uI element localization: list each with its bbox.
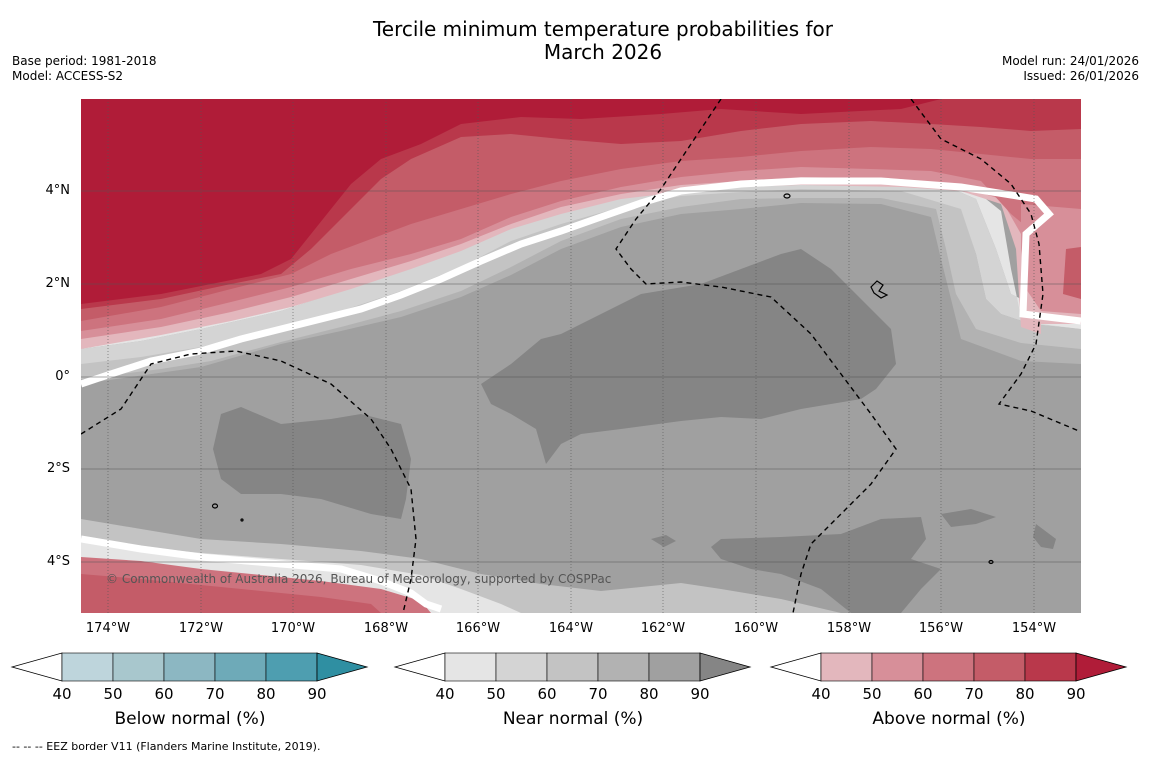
model-run: Model run: 24/01/2026 <box>1001 54 1139 68</box>
near-normal-90-west <box>213 407 411 519</box>
colorbar-near-segment <box>495 652 548 682</box>
colorbar-title-near: Near normal (%) <box>502 709 644 729</box>
title-line-2: March 2026 <box>543 40 663 64</box>
colorbars <box>10 652 1128 682</box>
colorbar-above-tick: 90 <box>1066 685 1086 703</box>
colorbar-above-tick: 40 <box>811 685 831 703</box>
title-line-1: Tercile minimum temperature probabilitie… <box>372 17 834 41</box>
above-normal-90 <box>81 99 941 304</box>
lon-label-172w: 172°W <box>178 621 224 636</box>
above-normal-sw-core <box>81 574 381 613</box>
colorbar-title-below: Below normal (%) <box>114 709 266 729</box>
colorbar-near-tick: 40 <box>435 685 455 703</box>
colorbar-near-tick: 80 <box>639 685 659 703</box>
near-normal-40-north <box>81 176 1081 349</box>
colorbar-above-tick: 50 <box>862 685 882 703</box>
colorbar-below-segment <box>163 652 216 682</box>
lon-label-168w: 168°W <box>363 621 409 636</box>
colorbar-near-tick: 90 <box>690 685 710 703</box>
colorbar-above-normal <box>769 652 1128 682</box>
colorbar-below-normal <box>10 652 369 682</box>
graticule <box>81 190 1081 563</box>
lon-label-162w: 162°W <box>640 621 686 636</box>
lon-label-156w: 156°W <box>918 621 964 636</box>
colorbar-near-segment <box>546 652 599 682</box>
model-name: Model: ACCESS-S2 <box>12 69 124 83</box>
colorbar-below-tick: 80 <box>256 685 276 703</box>
colorbar-above-high-extend <box>1075 652 1128 682</box>
colorbar-above-low-extend <box>769 652 822 682</box>
lon-label-164w: 164°W <box>548 621 594 636</box>
colorbar-above-tick: 70 <box>964 685 984 703</box>
colorbar-below-segment <box>214 652 267 682</box>
lon-label-166w: 166°W <box>455 621 501 636</box>
colorbar-above-segment <box>973 652 1026 682</box>
base-period: Base period: 1981-2018 <box>12 54 157 68</box>
colorbar-below-segment <box>265 652 318 682</box>
lat-label-0: 0° <box>55 369 70 384</box>
colorbar-near-tick: 60 <box>537 685 557 703</box>
tercile-boundary-north <box>81 177 1081 388</box>
colorbar-below-segment <box>61 652 114 682</box>
near-normal-50-north <box>81 179 1081 364</box>
colorbar-near-tick: 50 <box>486 685 506 703</box>
colorbar-below-high-extend <box>316 652 369 682</box>
chart-title: Tercile minimum temperature probabilitie… <box>0 18 1150 64</box>
above-normal-east-50 <box>1063 247 1081 299</box>
colorbar-near-normal <box>393 652 752 682</box>
lon-label-174w: 174°W <box>85 621 131 636</box>
colorbar-above-tick: 60 <box>913 685 933 703</box>
tercile-boundary-south <box>81 535 443 613</box>
colorbar-near-segment <box>597 652 650 682</box>
issued-date: Issued: 26/01/2026 <box>1023 69 1139 83</box>
copyright-notice: © Commonwealth of Australia 2026, Bureau… <box>106 572 612 586</box>
near-normal-90-east <box>1033 524 1056 549</box>
eez-borders <box>81 99 1080 613</box>
colorbar-near-segment <box>444 652 497 682</box>
eez-legend: -- -- -- EEZ border V11 (Flanders Marine… <box>12 740 321 753</box>
colorbar-below-segment <box>112 652 165 682</box>
lon-label-160w: 160°W <box>733 621 779 636</box>
colorbar-below-tick: 40 <box>52 685 72 703</box>
colorbar-below-low-extend <box>10 652 63 682</box>
lat-label-2s: 2°S <box>46 461 70 476</box>
lon-label-158w: 158°W <box>826 621 872 636</box>
colorbar-near-segment <box>648 652 701 682</box>
colorbar-below-tick: 50 <box>103 685 123 703</box>
islands <box>211 193 994 565</box>
probability-map <box>81 99 1081 613</box>
lat-label-4s: 4°S <box>46 554 70 569</box>
near-normal-90-south <box>711 517 941 613</box>
colorbar-above-segment <box>1024 652 1077 682</box>
meta-left: Base period: 1981-2018 Model: ACCESS-S2 <box>12 54 157 84</box>
meta-right: Model run: 24/01/2026 Issued: 26/01/2026 <box>1002 54 1139 84</box>
lat-label-4n: 4°N <box>45 183 71 198</box>
colorbar-title-above: Above normal (%) <box>872 709 1026 729</box>
lon-label-170w: 170°W <box>270 621 316 636</box>
colorbar-above-segment <box>820 652 873 682</box>
near-normal-90-speck <box>651 535 676 547</box>
colorbar-above-tick: 80 <box>1015 685 1035 703</box>
colorbar-near-low-extend <box>393 652 446 682</box>
colorbar-above-segment <box>871 652 924 682</box>
colorbar-below-tick: 70 <box>205 685 225 703</box>
near-normal-90-southeast <box>941 509 996 527</box>
lat-label-2n: 2°N <box>45 276 71 291</box>
colorbar-below-tick: 90 <box>307 685 327 703</box>
colorbar-near-tick: 70 <box>588 685 608 703</box>
lon-label-154w: 154°W <box>1011 621 1057 636</box>
near-normal-90-central <box>481 249 896 464</box>
colorbar-near-high-extend <box>699 652 752 682</box>
colorbar-below-tick: 60 <box>154 685 174 703</box>
colorbar-above-segment <box>922 652 975 682</box>
